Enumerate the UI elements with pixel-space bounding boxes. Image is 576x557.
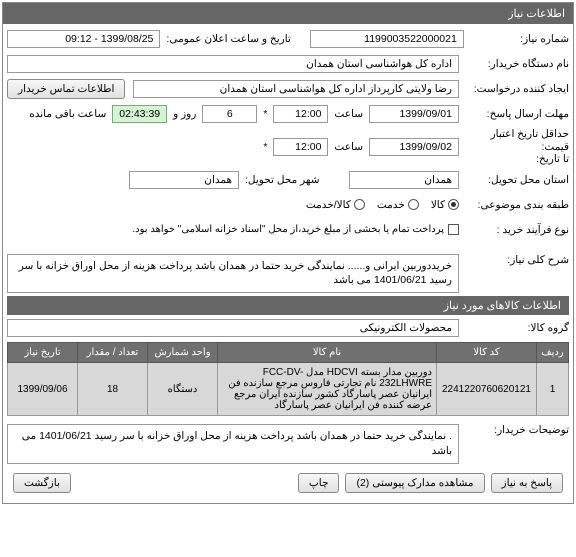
radio-icon bbox=[448, 199, 459, 210]
creator-value: رضا ولایتی کارپرداز اداره کل هواشناسی اس… bbox=[133, 80, 459, 98]
cell-date: 1399/09/06 bbox=[8, 363, 78, 416]
number-value: 1199003522000021 bbox=[310, 30, 463, 48]
to-date-label: تا تاریخ: bbox=[536, 153, 569, 165]
time-word-2: ساعت bbox=[328, 141, 369, 153]
desc-value: خریددوربین ایرانی و...... نمایندگی خرید … bbox=[7, 254, 459, 293]
footer-buttons: پاسخ به نیاز مشاهده مدارک پیوستی (2) چاپ… bbox=[7, 467, 569, 499]
deadline-answer-date: 1399/09/01 bbox=[369, 105, 459, 123]
th-date: تاریخ نیاز bbox=[8, 343, 78, 363]
public-time-label: تاریخ و ساعت اعلان عمومی: bbox=[160, 33, 310, 45]
cell-code: 2241220760620121 bbox=[437, 363, 537, 416]
days-word: روز و bbox=[167, 108, 202, 120]
buyer-notes-value: . نمایندگی خرید حتما در همدان باشد پرداخ… bbox=[7, 424, 459, 463]
attachments-button[interactable]: مشاهده مدارک پیوستی (2) bbox=[345, 473, 484, 493]
min-valid-label: حداقل تاریخ اعتبار قیمت: تا تاریخ: bbox=[459, 128, 569, 166]
th-idx: ردیف bbox=[537, 343, 569, 363]
deadline-answer-label: مهلت ارسال پاسخ: bbox=[459, 108, 569, 120]
min-valid-date: 1399/09/02 bbox=[369, 138, 459, 156]
group-label: گروه کالا: bbox=[459, 322, 569, 334]
public-time-value: 1399/08/25 - 09:12 bbox=[7, 30, 160, 48]
delivery-city: همدان bbox=[129, 171, 239, 189]
desc-label: شرح کلی نیاز: bbox=[459, 254, 569, 266]
radio-icon bbox=[354, 199, 365, 210]
budget-radio-kala[interactable]: کالا bbox=[431, 199, 459, 211]
back-button[interactable]: بازگشت bbox=[13, 473, 71, 493]
delivery-city-label: شهر محل تحویل: bbox=[239, 174, 349, 186]
cell-unit: دستگاه bbox=[148, 363, 218, 416]
table-row: 1 2241220760620121 دوربین مدار بسته HDCV… bbox=[8, 363, 569, 416]
delivery-prov: همدان bbox=[349, 171, 459, 189]
items-table: ردیف کد کالا نام کالا واحد شمارش تعداد /… bbox=[7, 342, 569, 416]
th-name: نام کالا bbox=[218, 343, 437, 363]
budget-opt2-label: خدمت bbox=[377, 199, 405, 211]
group-value: محصولات الکترونیکی bbox=[7, 319, 459, 337]
budget-label: طبقه بندی موضوعی: bbox=[459, 199, 569, 211]
budget-opt3-label: کالا/خدمت bbox=[306, 199, 351, 211]
cell-name: دوربین مدار بسته HDCVI مدل FCC-DV-232LHW… bbox=[218, 363, 437, 416]
contact-buyer-button[interactable]: اطلاعات تماس خریدار bbox=[7, 79, 125, 99]
table-header-row: ردیف کد کالا نام کالا واحد شمارش تعداد /… bbox=[8, 343, 569, 363]
min-valid-label-1: حداقل تاریخ اعتبار قیمت: bbox=[491, 128, 569, 153]
panel-title: اطلاعات نیاز bbox=[3, 3, 573, 24]
deadline-answer-time: 12:00 bbox=[273, 105, 328, 123]
budget-radio-both[interactable]: کالا/خدمت bbox=[306, 199, 365, 211]
star-1: * bbox=[257, 108, 273, 120]
th-qty: تعداد / مقدار bbox=[78, 343, 148, 363]
countdown-timer: 02:43:39 bbox=[112, 105, 167, 123]
cell-qty: 18 bbox=[78, 363, 148, 416]
th-unit: واحد شمارش bbox=[148, 343, 218, 363]
cell-idx: 1 bbox=[537, 363, 569, 416]
purchase-type-label: نوع فرآیند خرید : bbox=[459, 224, 569, 236]
purchase-checkbox[interactable] bbox=[448, 224, 459, 235]
min-valid-time: 12:00 bbox=[273, 138, 328, 156]
info-panel: اطلاعات نیاز شماره نیاز: 119900352200002… bbox=[2, 2, 574, 504]
budget-opt1-label: کالا bbox=[431, 199, 445, 211]
time-word-1: ساعت bbox=[328, 108, 369, 120]
number-label: شماره نیاز: bbox=[464, 33, 569, 45]
items-section-header: اطلاعات کالاهای مورد نیاز bbox=[7, 296, 569, 315]
radio-icon bbox=[408, 199, 419, 210]
budget-radio-group: کالا خدمت کالا/خدمت bbox=[306, 199, 459, 211]
buyer-org-value: اداره کل هواشناسی استان همدان bbox=[7, 55, 459, 73]
print-button[interactable]: چاپ bbox=[298, 473, 340, 493]
purchase-note: پرداخت تمام یا بخشی از مبلغ خرید،از محل … bbox=[132, 224, 448, 235]
buyer-org-label: نام دستگاه خریدار: bbox=[459, 58, 569, 70]
delivery-prov-label: استان محل تحویل: bbox=[459, 174, 569, 186]
days-count: 6 bbox=[202, 105, 257, 123]
star-2: * bbox=[257, 141, 273, 153]
buyer-notes-label: توضیحات خریدار: bbox=[459, 424, 569, 436]
th-code: کد کالا bbox=[437, 343, 537, 363]
answer-button[interactable]: پاسخ به نیاز bbox=[491, 473, 563, 493]
budget-radio-khedmat[interactable]: خدمت bbox=[377, 199, 419, 211]
panel-body: شماره نیاز: 1199003522000021 تاریخ و ساع… bbox=[3, 24, 573, 503]
remaining-label: ساعت باقی مانده bbox=[23, 108, 112, 120]
creator-label: ایجاد کننده درخواست: bbox=[459, 83, 569, 95]
